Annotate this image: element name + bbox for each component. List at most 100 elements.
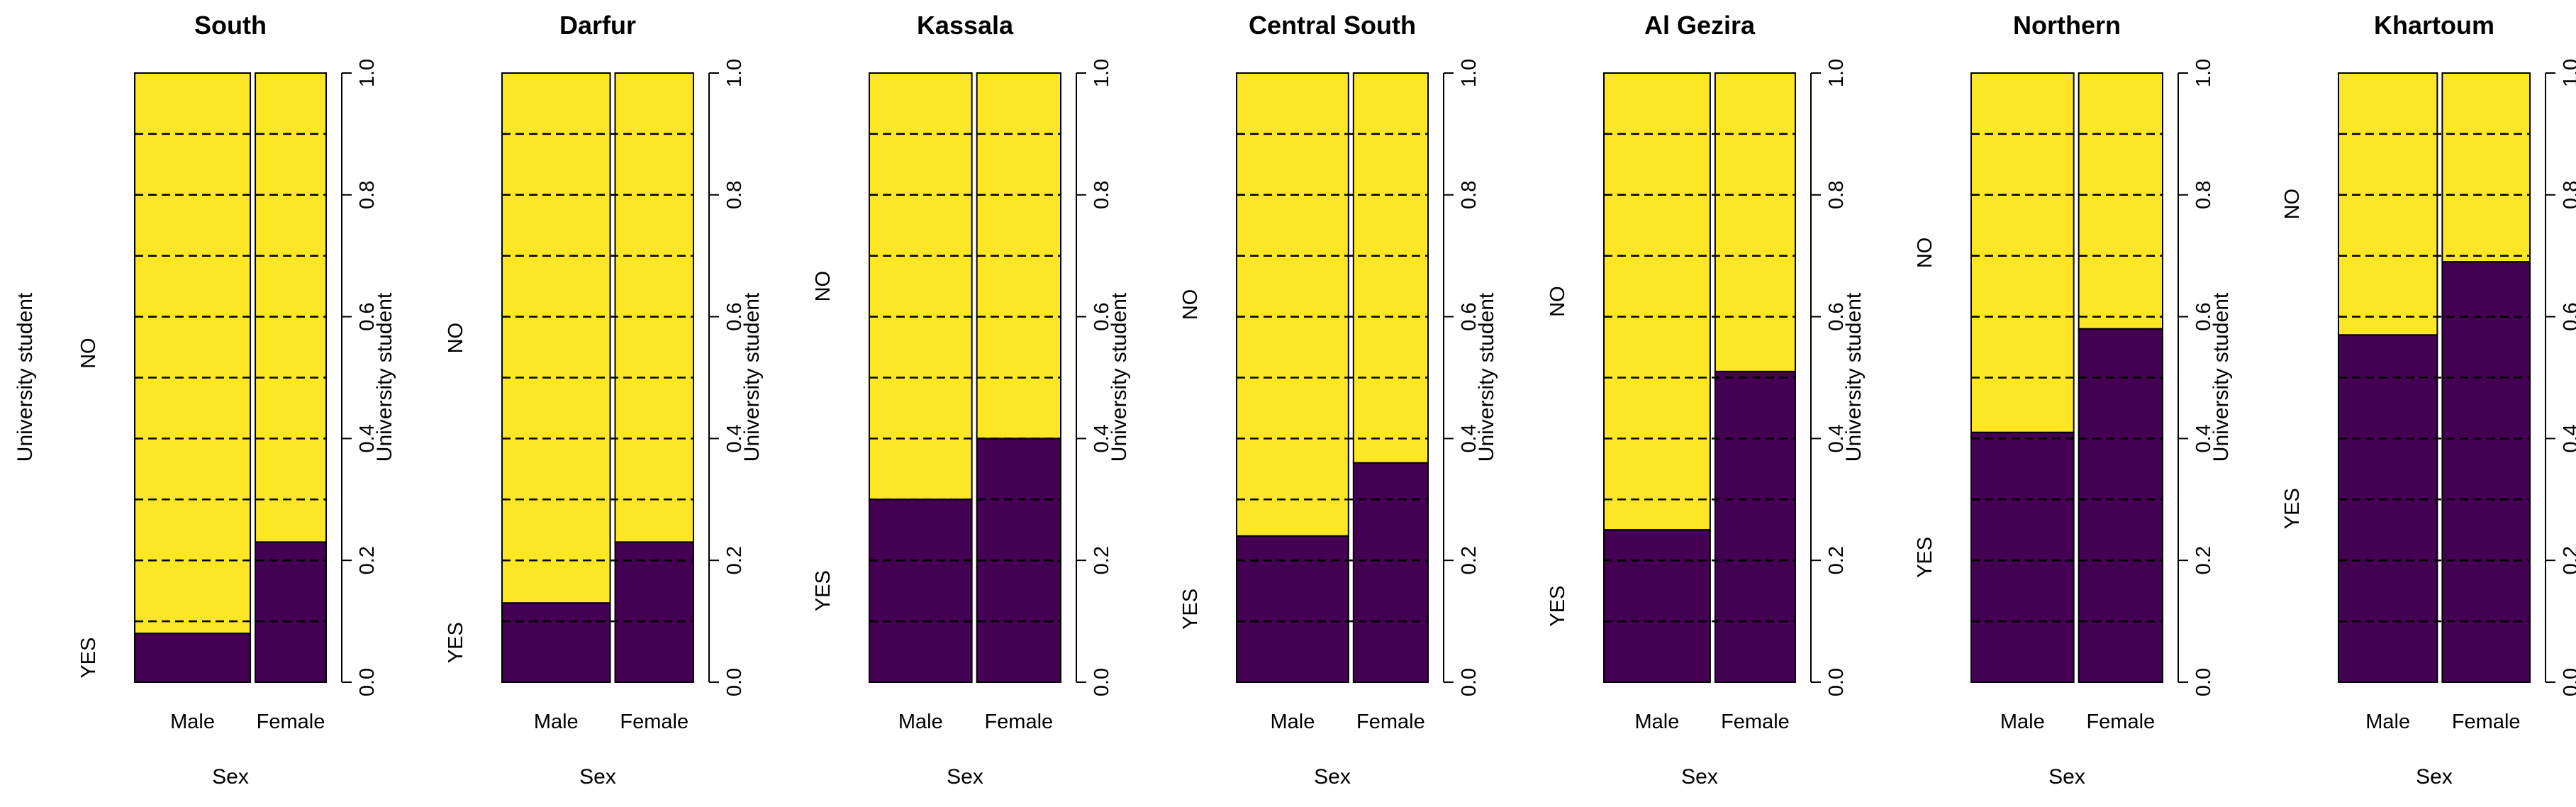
panel-title-khartoum: Khartoum [2374,11,2494,40]
panel-title-darfur: Darfur [559,11,636,40]
y-tick-label-khartoum: 0.0 [2560,668,2576,696]
y-axis-title-6: University student [2209,292,2233,462]
bar-south-female-yes [255,541,327,683]
y-tick-label-kassala: 0.8 [1091,181,1113,209]
bar-south-female-no [255,72,327,543]
y-tick-label-northern: 0.6 [2192,302,2215,330]
bar-al-gezira-female-yes [1714,370,1796,683]
x-axis-label-central-south: Sex [1314,765,1351,789]
y-tick-label-kassala: 0.2 [1091,546,1113,574]
y-tick-label-northern: 0.0 [2192,668,2215,696]
y-tick-label-kassala: 0.4 [1091,424,1113,452]
x-axis-label-kassala: Sex [947,765,983,789]
bar-al-gezira-female-no [1714,72,1796,372]
y-tick-label-northern: 0.2 [2192,546,2215,574]
y-axis-title-3: University student [1108,292,1131,462]
y-tick-label-al-gezira: 1.0 [1825,59,1848,87]
bar-central-south-female-yes [1352,462,1429,683]
y-tick-label-khartoum: 0.8 [2560,181,2576,209]
level-label-khartoum-no: NO [2281,189,2304,220]
panel-title-south: South [194,11,267,40]
level-label-al-gezira-no: NO [1546,286,1569,317]
y-axis-title-5: University student [1842,292,1866,462]
bar-darfur-male-yes [501,602,611,684]
x-tick-khartoum-male: Male [2365,711,2410,733]
y-tick-label-darfur: 0.8 [723,181,746,209]
x-axis-label-south: Sex [212,765,249,789]
y-axis-title-2: University student [740,292,764,462]
level-label-kassala-no: NO [812,271,835,302]
y-tick-label-al-gezira: 0.6 [1825,302,1848,330]
bar-central-south-male-yes [1236,535,1349,684]
y-tick-label-al-gezira: 0.8 [1825,181,1848,209]
bar-northern-female-no [2078,72,2163,330]
y-axis-title-1: University student [373,292,396,462]
y-tick-label-al-gezira: 0.0 [1825,668,1848,696]
x-tick-kassala-female: Female [984,711,1053,733]
y-tick-label-kassala: 0.6 [1091,302,1113,330]
y-tick-label-kassala: 0.0 [1091,668,1113,696]
y-tick-label-al-gezira: 0.4 [1825,424,1848,452]
level-label-northern-yes: YES [1914,537,1936,578]
x-tick-darfur-male: Male [534,711,579,733]
y-tick-label-darfur: 0.4 [723,424,746,452]
bar-khartoum-male-yes [2338,334,2438,683]
y-tick-label-darfur: 0.0 [723,668,746,696]
y-tick-label-al-gezira: 0.2 [1825,546,1848,574]
y-tick-label-darfur: 1.0 [723,59,746,87]
bar-al-gezira-male-yes [1603,529,1711,683]
x-tick-northern-male: Male [2000,711,2045,733]
x-tick-al-gezira-female: Female [1721,711,1790,733]
x-tick-central-south-female: Female [1356,711,1425,733]
panel-title-central-south: Central South [1249,11,1416,40]
x-tick-darfur-female: Female [620,711,688,733]
y-tick-label-central-south: 1.0 [1458,59,1481,87]
y-tick-label-khartoum: 0.6 [2560,302,2576,330]
y-tick-label-south: 1.0 [356,59,379,87]
bar-northern-male-yes [1970,431,2075,683]
x-tick-al-gezira-male: Male [1635,711,1680,733]
y-tick-label-south: 0.6 [356,302,379,330]
y-tick-label-central-south: 0.6 [1458,302,1481,330]
level-label-south-no: NO [77,338,100,369]
x-axis-label-al-gezira: Sex [1681,765,1718,789]
bar-northern-female-yes [2078,328,2163,683]
panel-title-al-gezira: Al Gezira [1644,11,1756,40]
panel-title-kassala: Kassala [917,11,1014,40]
x-axis-label-khartoum: Sex [2416,765,2453,789]
y-tick-label-central-south: 0.8 [1458,181,1481,209]
bar-khartoum-male-no [2338,72,2438,336]
bar-khartoum-female-yes [2441,261,2531,684]
y-tick-label-khartoum: 0.4 [2560,424,2576,452]
bar-darfur-male-no [501,72,611,604]
y-axis-title-4: University student [1475,292,1498,462]
bar-central-south-female-no [1352,72,1429,464]
x-tick-northern-female: Female [2086,711,2155,733]
bar-kassala-male-yes [869,499,973,683]
level-label-al-gezira-yes: YES [1546,586,1569,627]
y-tick-label-south: 0.8 [356,181,379,209]
y-tick-label-khartoum: 0.2 [2560,546,2576,574]
y-tick-label-darfur: 0.6 [723,302,746,330]
y-tick-label-northern: 0.4 [2192,424,2215,452]
y-tick-label-south: 0.2 [356,546,379,574]
y-tick-label-central-south: 0.4 [1458,424,1481,452]
bar-central-south-male-no [1236,72,1349,537]
x-tick-kassala-male: Male [898,711,943,733]
y-tick-label-central-south: 0.0 [1458,668,1481,696]
y-axis-title-outer: University student [13,292,37,462]
bar-kassala-male-no [869,72,973,501]
bar-south-male-no [134,72,252,635]
bar-south-male-yes [134,633,252,684]
bar-al-gezira-male-no [1603,72,1711,531]
x-tick-khartoum-female: Female [2452,711,2521,733]
bar-darfur-female-no [614,72,694,543]
x-axis-label-darfur: Sex [579,765,616,789]
y-tick-label-kassala: 1.0 [1091,59,1113,87]
y-tick-label-northern: 0.8 [2192,181,2215,209]
level-label-kassala-yes: YES [812,570,835,611]
x-tick-south-female: Female [257,711,325,733]
y-tick-label-northern: 1.0 [2192,59,2215,87]
